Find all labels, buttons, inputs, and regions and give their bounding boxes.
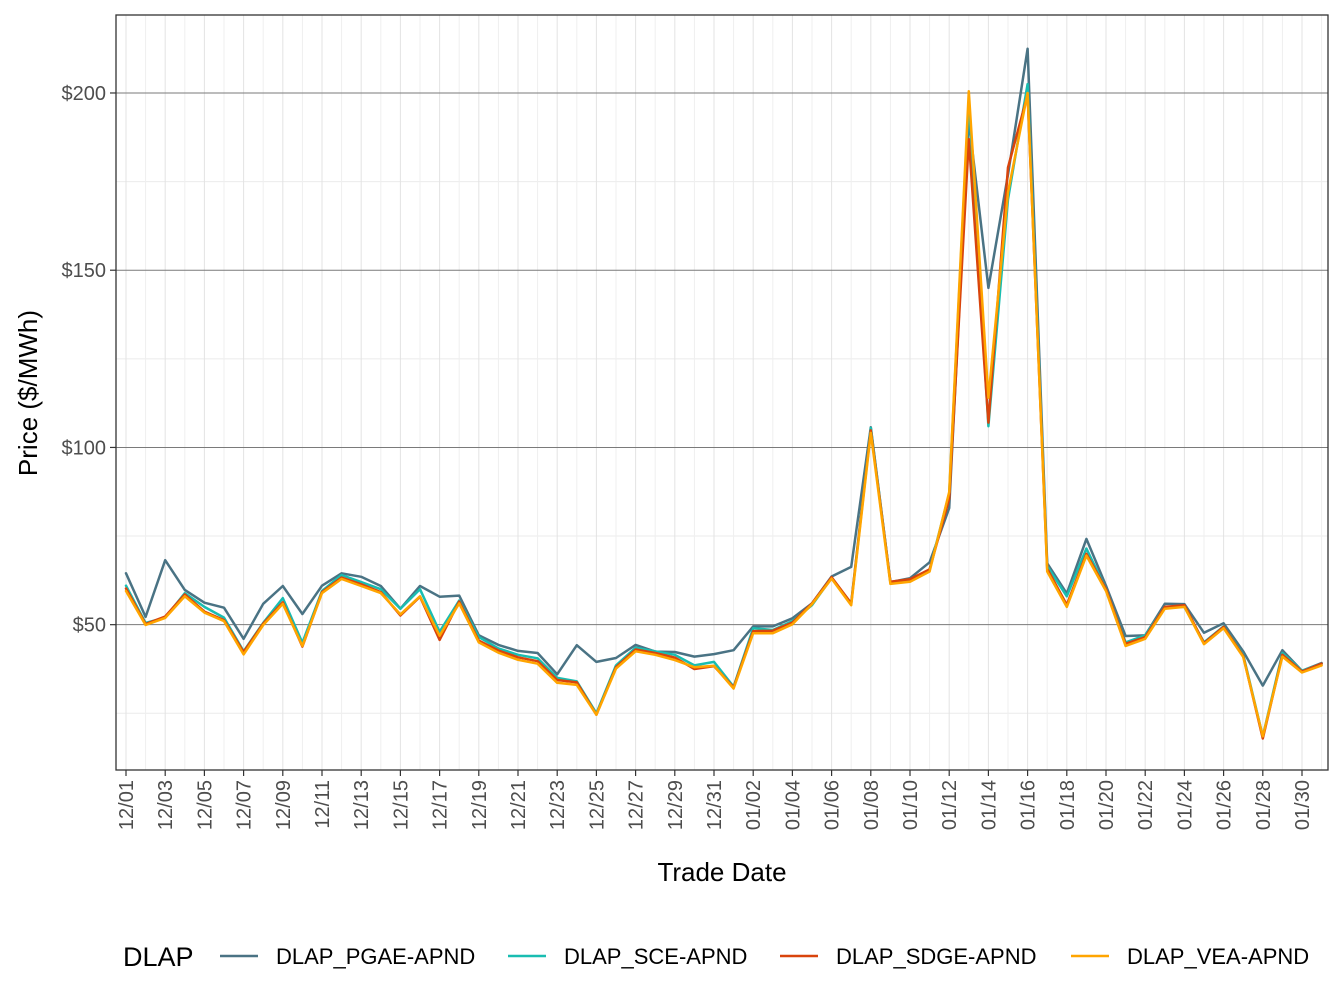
x-tick-label: 01/24 [1174, 780, 1196, 830]
x-tick-label: 12/07 [234, 780, 256, 830]
legend-label-dlap-vea-apnd: DLAP_VEA-APND [1127, 944, 1309, 969]
y-axis-title: Price ($/MWh) [13, 310, 43, 476]
x-tick-label: 12/05 [194, 780, 216, 830]
x-tick-label: 01/30 [1292, 780, 1314, 830]
legend-label-dlap-pgae-apnd: DLAP_PGAE-APND [276, 944, 475, 969]
plot-panel-border [115, 14, 1329, 771]
x-axis-ticks: 12/01 12/03 12/05 12/07 12/09 12/11 12/13 12/15… [116, 770, 1314, 830]
x-tick-label: 12/19 [469, 780, 491, 830]
x-tick-label: 12/17 [430, 780, 452, 830]
x-tick-label: 01/20 [1096, 780, 1118, 830]
x-tick-label: 12/11 [312, 780, 334, 829]
grid-lines [116, 15, 1328, 770]
legend-title: DLAP [123, 942, 194, 972]
x-tick-label: 12/25 [586, 780, 608, 830]
series-lines [124, 47, 1323, 740]
x-tick-label: 01/12 [939, 780, 961, 830]
series-line-dlap-pgae-apnd [124, 47, 1323, 687]
x-tick-label: 01/18 [1057, 780, 1079, 830]
x-tick-label: 12/03 [155, 780, 177, 830]
x-tick-label: 01/02 [743, 780, 765, 830]
x-tick-label: 01/08 [861, 780, 883, 830]
x-tick-label: 12/21 [508, 780, 530, 830]
x-tick-label: 12/13 [351, 780, 373, 830]
y-tick-label: $200 [62, 83, 107, 105]
y-axis-ticks: $50 $100 $150 $200 [62, 83, 116, 637]
x-tick-label: 12/09 [273, 780, 295, 830]
x-tick-label: 12/15 [390, 780, 412, 830]
y-tick-label: $150 [62, 260, 107, 282]
y-tick-label: $50 [73, 615, 106, 637]
legend-label-dlap-sdge-apnd: DLAP_SDGE-APND [836, 944, 1037, 969]
x-tick-label: 12/23 [547, 780, 569, 830]
x-tick-label: 12/31 [704, 780, 726, 830]
x-tick-label: 01/10 [900, 780, 922, 830]
x-tick-label: 01/14 [978, 780, 1000, 830]
x-tick-label: 12/27 [626, 780, 648, 830]
x-tick-label: 01/22 [1135, 780, 1157, 830]
series-line-dlap-sdge-apnd [124, 93, 1323, 740]
x-tick-label: 12/01 [116, 780, 138, 830]
x-tick-label: 01/06 [822, 780, 844, 830]
y-tick-label: $100 [62, 437, 107, 459]
x-tick-label: 01/26 [1214, 780, 1236, 830]
x-tick-label: 01/16 [1018, 780, 1040, 830]
x-tick-label: 01/28 [1253, 780, 1275, 830]
legend: DLAP DLAP_PGAE-APND DLAP_SCE-APND DLAP_SDG… [123, 942, 1309, 972]
x-tick-label: 12/29 [665, 780, 687, 830]
x-axis-title: Trade Date [657, 857, 786, 887]
series-line-dlap-vea-apnd [124, 89, 1323, 738]
legend-label-dlap-sce-apnd: DLAP_SCE-APND [564, 944, 747, 969]
x-tick-label: 01/04 [782, 780, 804, 830]
